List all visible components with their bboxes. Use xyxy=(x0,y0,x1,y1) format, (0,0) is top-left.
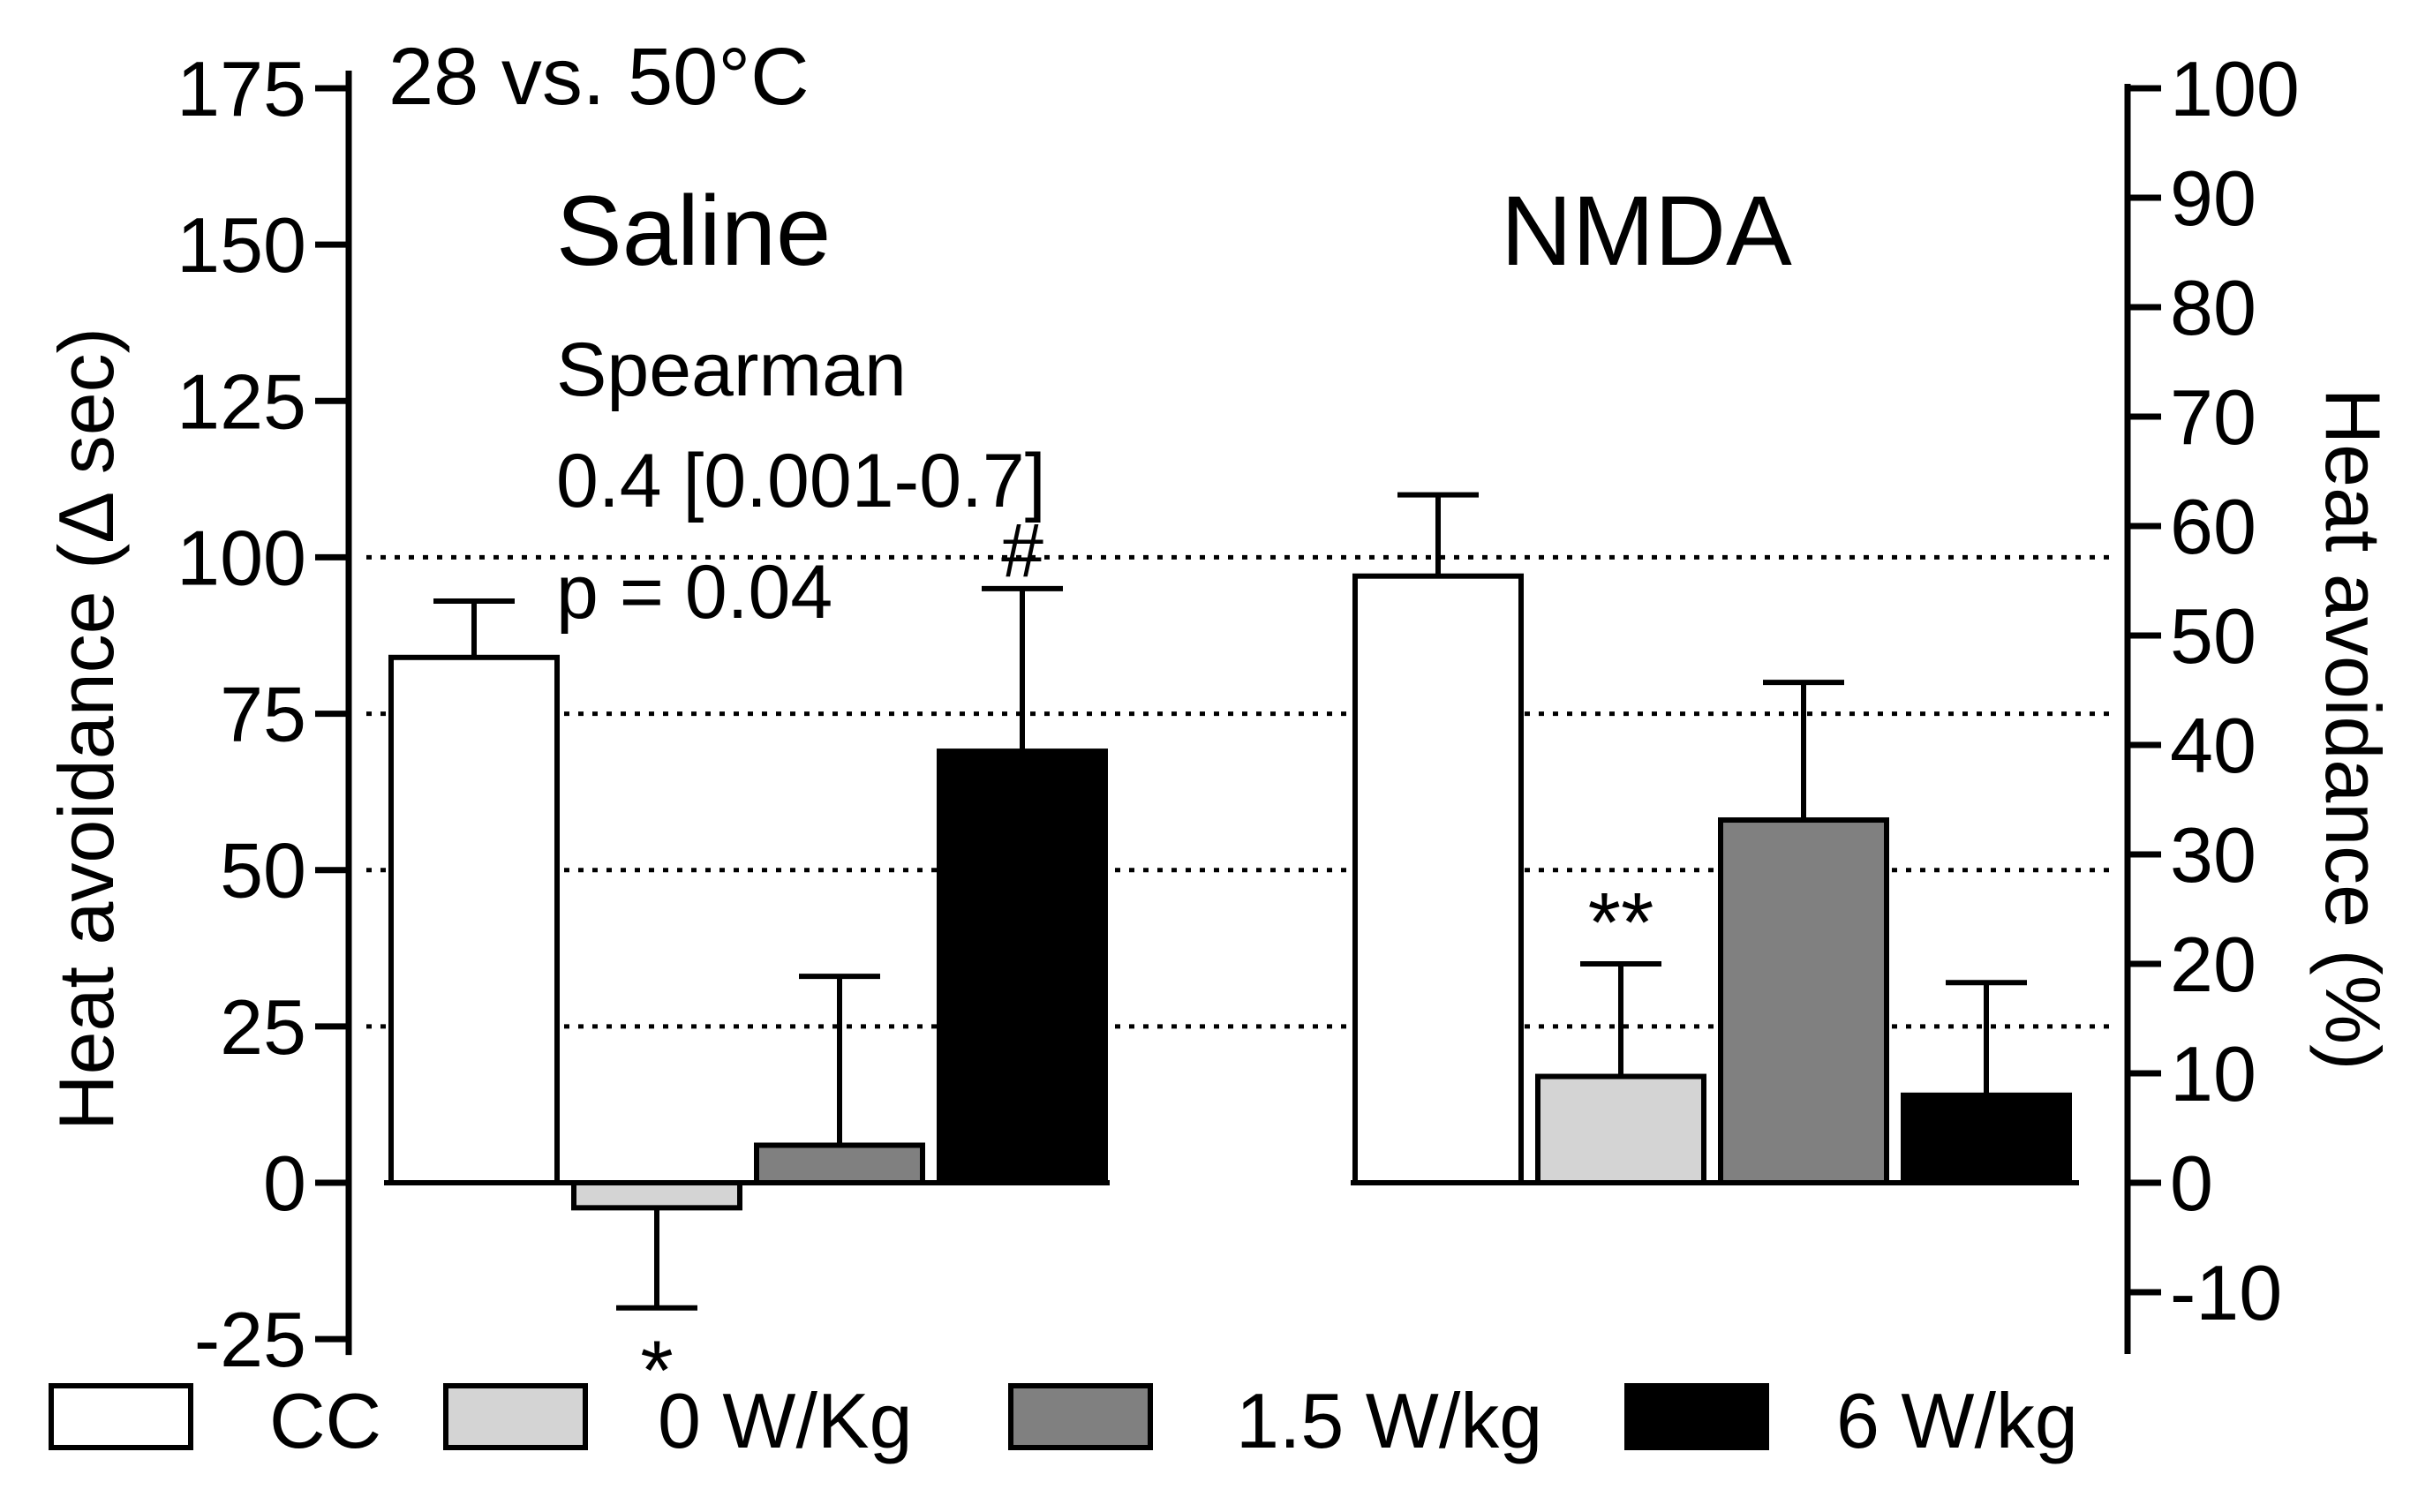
bar-1-5-w-kg-saline xyxy=(754,1142,925,1186)
y-tick-label-left: 75 xyxy=(220,671,306,758)
y-tick-label-right: 60 xyxy=(2170,483,2256,570)
legend: CC 0 W/Kg 1.5 W/kg 6 W/kg xyxy=(49,1377,2078,1464)
y-tick-label-left: 25 xyxy=(220,983,306,1071)
y-tick-label-left: 175 xyxy=(177,45,306,132)
y-tick-label-right: 40 xyxy=(2170,702,2256,789)
y-tick-label-right: 30 xyxy=(2170,811,2256,899)
y-tick-label-right: 20 xyxy=(2170,921,2256,1008)
y-tick-label-right: 70 xyxy=(2170,373,2256,461)
legend-swatch xyxy=(443,1383,588,1450)
bar-0-w-kg-nmda xyxy=(1535,1073,1706,1185)
y-tick-label-right: -10 xyxy=(2170,1249,2282,1336)
legend-swatch xyxy=(1008,1383,1153,1450)
annotation-line3: p = 0.04 xyxy=(556,550,832,635)
y-tick-label-right: 50 xyxy=(2170,592,2256,680)
significance-marker: ** xyxy=(1588,876,1654,970)
legend-swatch xyxy=(1624,1383,1769,1450)
bar-6-w-kg-saline xyxy=(937,748,1108,1185)
labels-layer: 28 vs. 50°C Saline NMDA Spearman 0.4 [0.… xyxy=(42,32,2397,1131)
y-tick-label-right: 10 xyxy=(2170,1030,2256,1117)
legend-label: 6 W/kg xyxy=(1836,1377,2078,1464)
axes-layer: -25 0 25 50 75 100 125 150 175 -10 0 10 20 30 40 50 60 70… xyxy=(177,45,2300,1383)
significance-marker: # xyxy=(1001,508,1043,593)
bar-1-5-w-kg-nmda xyxy=(1718,817,1889,1185)
legend-label: CC xyxy=(269,1377,381,1464)
y-tick-label-right: 80 xyxy=(2170,264,2256,351)
legend-label: 1.5 W/kg xyxy=(1236,1377,1542,1464)
y-axis-right-title: Heat avoidance (%) xyxy=(2309,388,2397,1071)
bar-cc-saline xyxy=(388,654,560,1185)
y-axis-left-title: Heat avoidance (Δ sec) xyxy=(42,327,130,1131)
legend-swatch xyxy=(49,1383,193,1450)
bar-6-w-kg-nmda xyxy=(1901,1092,2072,1186)
y-tick-label-left: -25 xyxy=(194,1296,306,1383)
group-label-saline: Saline xyxy=(556,176,831,286)
group-label-nmda: NMDA xyxy=(1501,176,1792,286)
annotation-line2: 0.4 [0.001-0.7] xyxy=(556,439,1046,523)
y-tick-label-left: 100 xyxy=(177,514,306,601)
y-tick-label-right: 90 xyxy=(2170,154,2256,242)
bar-cc-nmda xyxy=(1352,573,1524,1185)
y-tick-label-left: 50 xyxy=(220,827,306,914)
y-tick-label-left: 150 xyxy=(177,201,306,289)
bar-0-w-kg-saline xyxy=(571,1180,742,1211)
condition-label: 28 vs. 50°C xyxy=(388,32,810,122)
y-tick-label-left: 125 xyxy=(177,357,306,445)
legend-label: 0 W/Kg xyxy=(658,1377,913,1464)
y-tick-label-left: 0 xyxy=(263,1140,306,1227)
y-tick-label-right: 0 xyxy=(2170,1140,2213,1227)
annotation-line1: Spearman xyxy=(556,327,907,412)
significance-marker: * xyxy=(640,1324,673,1418)
y-tick-label-right: 100 xyxy=(2170,45,2300,132)
